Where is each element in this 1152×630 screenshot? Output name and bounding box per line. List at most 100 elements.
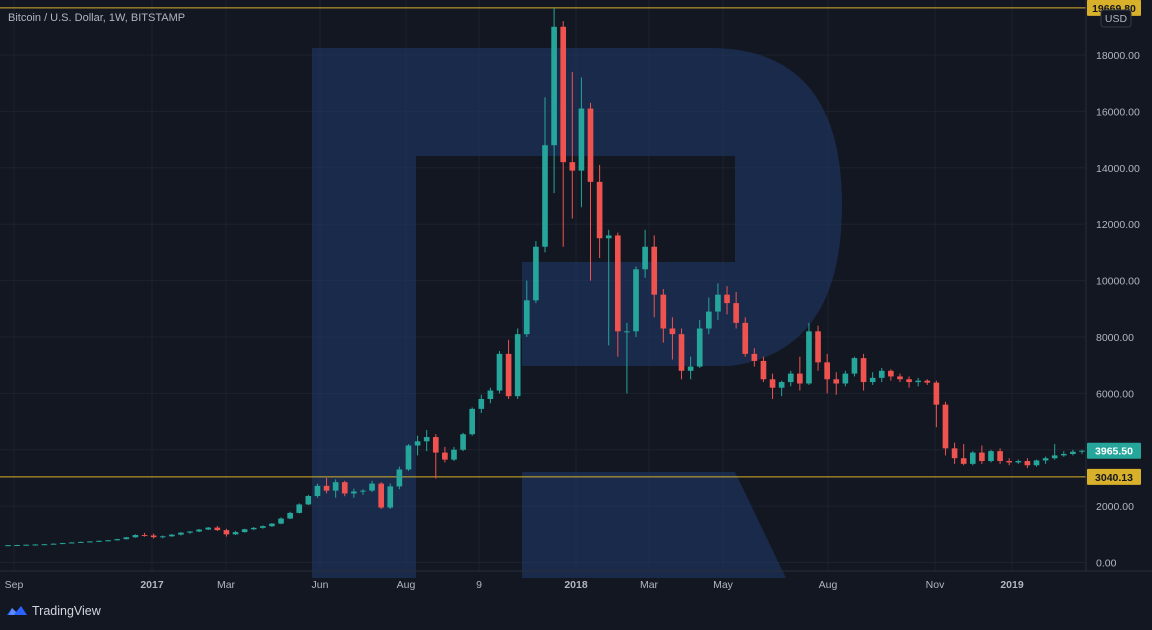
candle-body	[305, 495, 312, 505]
candle	[824, 353, 830, 394]
candle-body	[32, 544, 39, 546]
candle	[423, 430, 430, 452]
candle	[678, 328, 685, 380]
candle-body	[323, 485, 330, 491]
candle	[59, 542, 66, 545]
candle-body	[87, 541, 93, 543]
candle-body	[642, 246, 648, 270]
candle-body	[159, 536, 166, 538]
candle	[1042, 456, 1049, 464]
candle-body	[123, 537, 130, 540]
candle-body	[68, 542, 75, 544]
candle	[605, 229, 612, 346]
candle-body	[842, 373, 849, 384]
candle	[560, 21, 567, 247]
candle-body	[960, 458, 967, 464]
candle-body	[969, 452, 976, 464]
candle	[369, 480, 375, 493]
candle	[915, 377, 921, 387]
candle	[878, 367, 885, 383]
candle-body	[77, 541, 84, 543]
candle	[1033, 459, 1040, 467]
candle	[696, 320, 703, 368]
candle	[596, 164, 603, 259]
candle	[178, 532, 184, 536]
candle-body	[469, 408, 476, 435]
candle	[1060, 451, 1067, 457]
candle-body	[378, 483, 384, 508]
candle	[432, 434, 439, 479]
candle	[587, 102, 594, 281]
candle-body	[314, 485, 321, 496]
candle	[314, 483, 321, 498]
price-axis[interactable]: 0.002000.004000.006000.008000.0010000.00…	[1096, 50, 1140, 570]
candle-body	[833, 379, 840, 384]
horizontal-levels	[0, 7, 1086, 478]
level-price-label: 3040.13	[1095, 472, 1133, 484]
candle-body	[933, 382, 940, 405]
candle-body	[997, 451, 1003, 462]
candle-body	[605, 235, 612, 239]
candle	[387, 483, 394, 509]
candle-body	[678, 334, 685, 371]
candle	[5, 545, 11, 547]
candle	[1006, 458, 1013, 466]
tradingview-brand[interactable]: TradingView	[6, 604, 101, 618]
candle	[50, 543, 57, 545]
candle	[77, 541, 84, 543]
candle-body	[496, 353, 503, 391]
candle-body	[150, 535, 157, 538]
candle-body	[487, 390, 494, 399]
candle	[997, 448, 1003, 464]
candle-body	[742, 322, 749, 354]
candle-body	[733, 303, 739, 323]
candle-body	[1051, 455, 1058, 459]
candle	[988, 449, 994, 463]
candle-body	[951, 448, 958, 459]
currency-button[interactable]: USD	[1100, 9, 1132, 28]
candle-body	[979, 452, 985, 462]
time-tick-label: May	[713, 579, 734, 591]
candle	[533, 241, 539, 304]
candle	[942, 401, 949, 456]
candle-body	[660, 294, 667, 329]
candle-body	[332, 482, 339, 491]
candle-body	[1079, 450, 1085, 452]
candle-body	[442, 452, 448, 460]
time-tick-label: Nov	[926, 579, 945, 591]
candle	[296, 503, 303, 514]
candle	[96, 540, 102, 542]
candle	[14, 544, 20, 547]
candle-body	[114, 539, 121, 541]
candle-body	[888, 370, 894, 377]
candle-body	[260, 526, 266, 528]
candle	[897, 373, 903, 383]
time-axis[interactable]: Sep 2017 Mar Jun Aug 9 2018 Mar May Aug Nov 2019	[5, 579, 1024, 591]
candle-body	[478, 398, 485, 409]
candle	[888, 369, 894, 381]
candle-body	[141, 535, 148, 537]
candlestick-series	[5, 7, 1085, 547]
candle	[496, 351, 503, 394]
time-tick-label: Jun	[312, 579, 329, 591]
candle	[651, 235, 658, 318]
candle	[396, 466, 403, 490]
candle-body	[1006, 461, 1013, 463]
candle	[787, 370, 794, 387]
candle	[660, 289, 667, 343]
candle-body	[187, 531, 193, 533]
candle-body	[132, 535, 139, 538]
candle-body	[851, 358, 858, 374]
candle	[351, 488, 357, 498]
time-tick-label: 2018	[564, 579, 588, 591]
footer: TradingView	[0, 596, 1152, 630]
candle	[1024, 458, 1031, 469]
candle	[833, 372, 840, 395]
candle-body	[724, 294, 730, 304]
candle-body	[296, 504, 303, 513]
candle-body	[542, 145, 548, 247]
candle-body	[196, 529, 202, 532]
candle	[523, 280, 530, 337]
candle-body	[169, 534, 175, 537]
